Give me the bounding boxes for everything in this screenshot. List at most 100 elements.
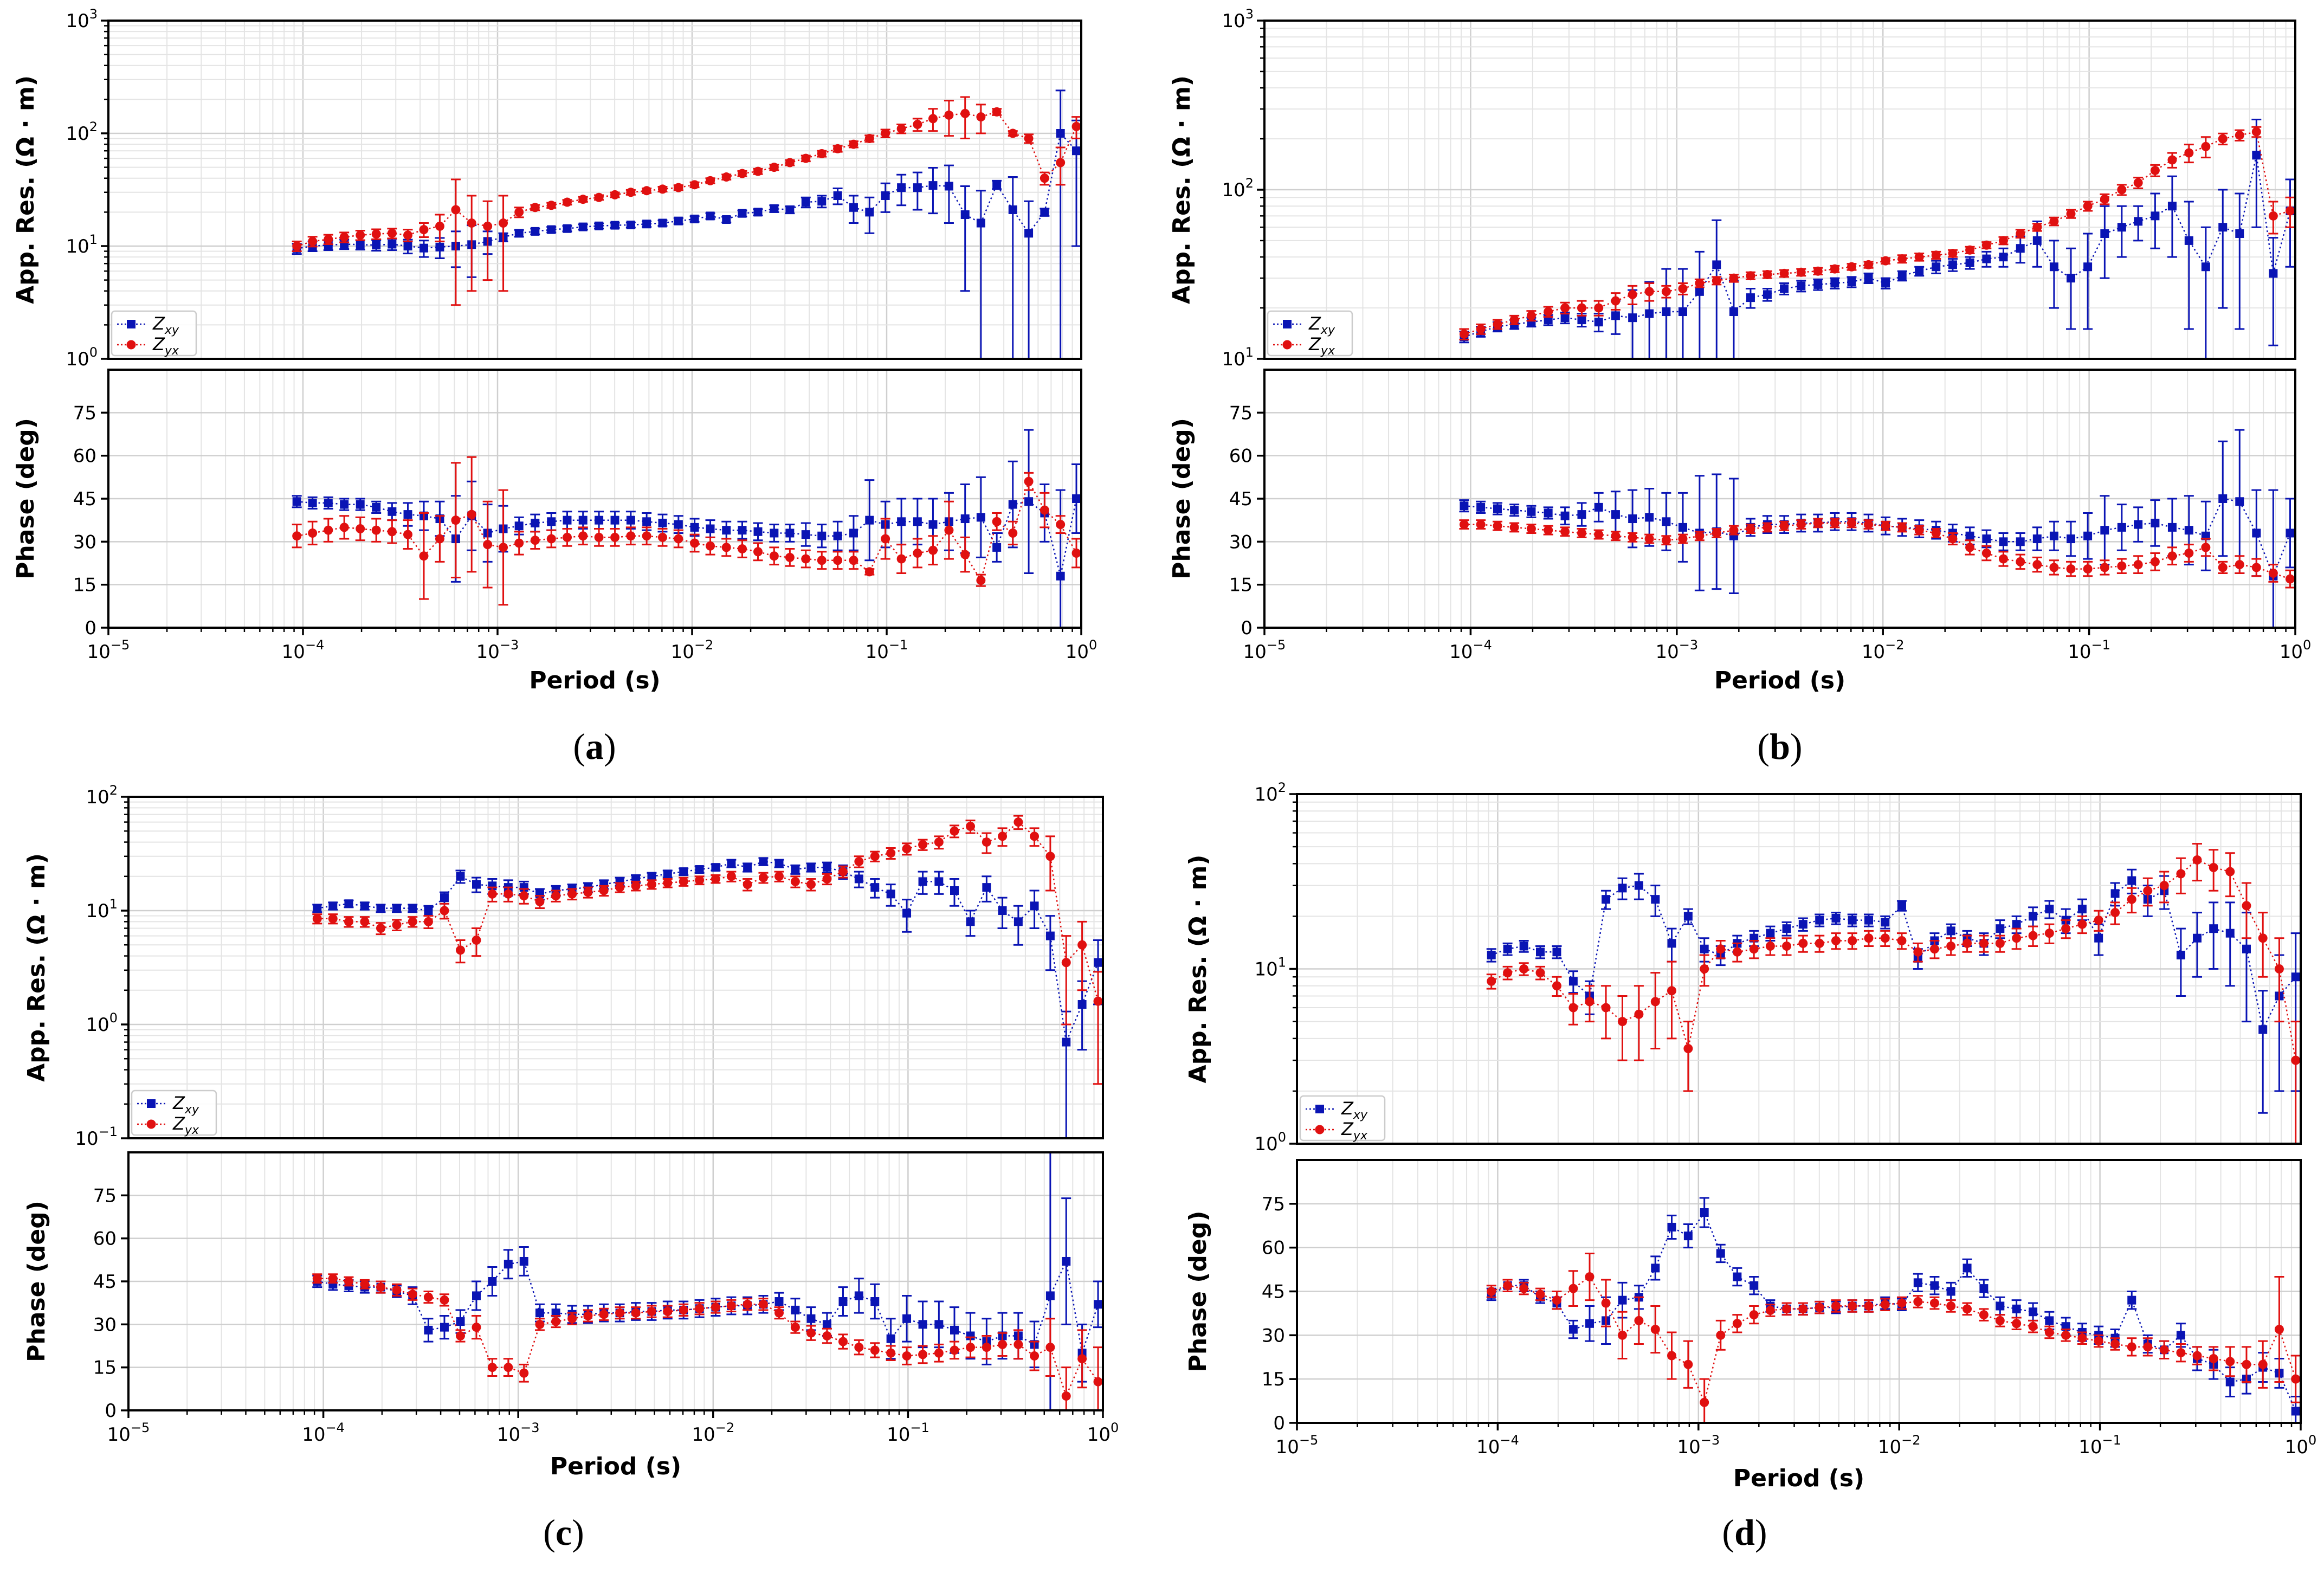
data-point xyxy=(547,225,556,234)
data-point xyxy=(1476,502,1486,512)
data-point xyxy=(1729,307,1738,317)
xtick-label: 10−5 xyxy=(87,637,130,663)
data-point xyxy=(610,190,620,199)
phase-ytick-label: 0 xyxy=(105,1400,117,1422)
phase-ytick-label: 30 xyxy=(1229,531,1253,553)
data-point xyxy=(2045,905,2054,914)
data-point xyxy=(472,936,481,945)
data-point xyxy=(1864,916,1873,925)
res-ytick-label: 101 xyxy=(86,897,118,922)
data-point xyxy=(2067,534,2076,544)
data-point xyxy=(738,526,747,535)
data-point xyxy=(483,221,493,231)
data-point xyxy=(982,837,991,847)
data-point xyxy=(902,844,912,854)
data-point xyxy=(1998,236,2008,246)
data-point xyxy=(1946,1287,1955,1296)
data-point xyxy=(1602,895,1611,904)
data-point xyxy=(918,840,928,849)
data-point xyxy=(854,856,864,866)
data-point xyxy=(1946,926,1955,936)
data-point xyxy=(1008,500,1017,509)
xtick-label: 10−5 xyxy=(107,1420,150,1446)
data-point xyxy=(1813,280,1823,289)
data-point xyxy=(998,906,1007,915)
data-point xyxy=(1831,936,1841,945)
data-point xyxy=(1831,913,1841,923)
data-point xyxy=(1667,1351,1676,1361)
data-point xyxy=(344,917,353,926)
data-point xyxy=(663,869,672,879)
data-point xyxy=(2159,881,2169,891)
data-point xyxy=(2143,1342,2153,1352)
data-point xyxy=(706,176,715,185)
data-point xyxy=(1651,1263,1660,1273)
data-point xyxy=(1013,817,1023,827)
phase-ylabel: Phase (deg) xyxy=(1184,1211,1212,1372)
data-point xyxy=(1963,1263,1972,1273)
xtick-label: 10−4 xyxy=(1476,1433,1519,1458)
panel-label: (d) xyxy=(1722,1512,1767,1553)
data-point xyxy=(769,163,779,172)
data-point xyxy=(567,889,577,899)
data-point xyxy=(2159,1345,2169,1355)
data-point xyxy=(1695,531,1705,541)
series-line xyxy=(296,498,1077,577)
data-point xyxy=(519,1368,529,1378)
xtick-label: 10−4 xyxy=(282,637,325,663)
data-point xyxy=(1929,944,1939,954)
data-point xyxy=(451,515,461,525)
data-point xyxy=(514,521,524,531)
data-point xyxy=(849,139,858,149)
data-point xyxy=(1008,128,1018,138)
data-point xyxy=(292,241,302,251)
data-point xyxy=(308,236,318,246)
xtick-label: 10−1 xyxy=(2078,1433,2121,1458)
xtick-label: 10−4 xyxy=(302,1420,345,1446)
data-point xyxy=(535,1308,544,1318)
data-point xyxy=(1880,1300,1890,1310)
data-point xyxy=(1503,944,1512,953)
legend-label: Zyx xyxy=(1341,1119,1368,1143)
data-point xyxy=(854,1291,863,1300)
data-point xyxy=(1880,933,1890,943)
data-point xyxy=(2012,1319,2022,1329)
series-zyx-phase xyxy=(1459,518,2295,589)
data-point xyxy=(647,872,656,881)
data-point xyxy=(1030,1351,1040,1361)
data-point xyxy=(647,1307,656,1317)
data-point xyxy=(1914,252,1924,262)
data-point xyxy=(2083,564,2093,574)
data-point xyxy=(1798,920,1807,929)
data-point xyxy=(467,510,476,519)
data-point xyxy=(551,891,561,901)
data-point xyxy=(1544,508,1553,518)
data-point xyxy=(1008,205,1017,214)
data-point xyxy=(998,1339,1008,1349)
series-zxy-res xyxy=(312,857,1103,1138)
data-point xyxy=(1729,273,1739,283)
xtick-label: 100 xyxy=(2285,1433,2317,1458)
data-point xyxy=(1864,520,1874,530)
data-point xyxy=(743,1299,752,1309)
data-point xyxy=(1864,260,1874,269)
data-point xyxy=(897,517,906,526)
data-point xyxy=(2117,223,2126,232)
data-point xyxy=(1585,997,1594,1007)
data-point xyxy=(1560,511,1570,520)
data-point xyxy=(1650,1325,1660,1335)
data-point xyxy=(801,530,810,539)
data-point xyxy=(1024,229,1034,238)
data-point xyxy=(2100,526,2109,535)
phase-plot: 0 15 30 45 60 75 Phase (deg) 10−5 10−4 10−3 10−2 10… xyxy=(1168,369,2311,694)
data-point xyxy=(806,1314,816,1323)
data-point xyxy=(392,920,402,930)
data-point xyxy=(1601,1003,1611,1013)
data-point xyxy=(1948,260,1957,269)
data-point xyxy=(1716,944,1726,954)
res-ylabel: App. Res. (Ω · m) xyxy=(23,853,50,1082)
data-point xyxy=(913,183,922,192)
